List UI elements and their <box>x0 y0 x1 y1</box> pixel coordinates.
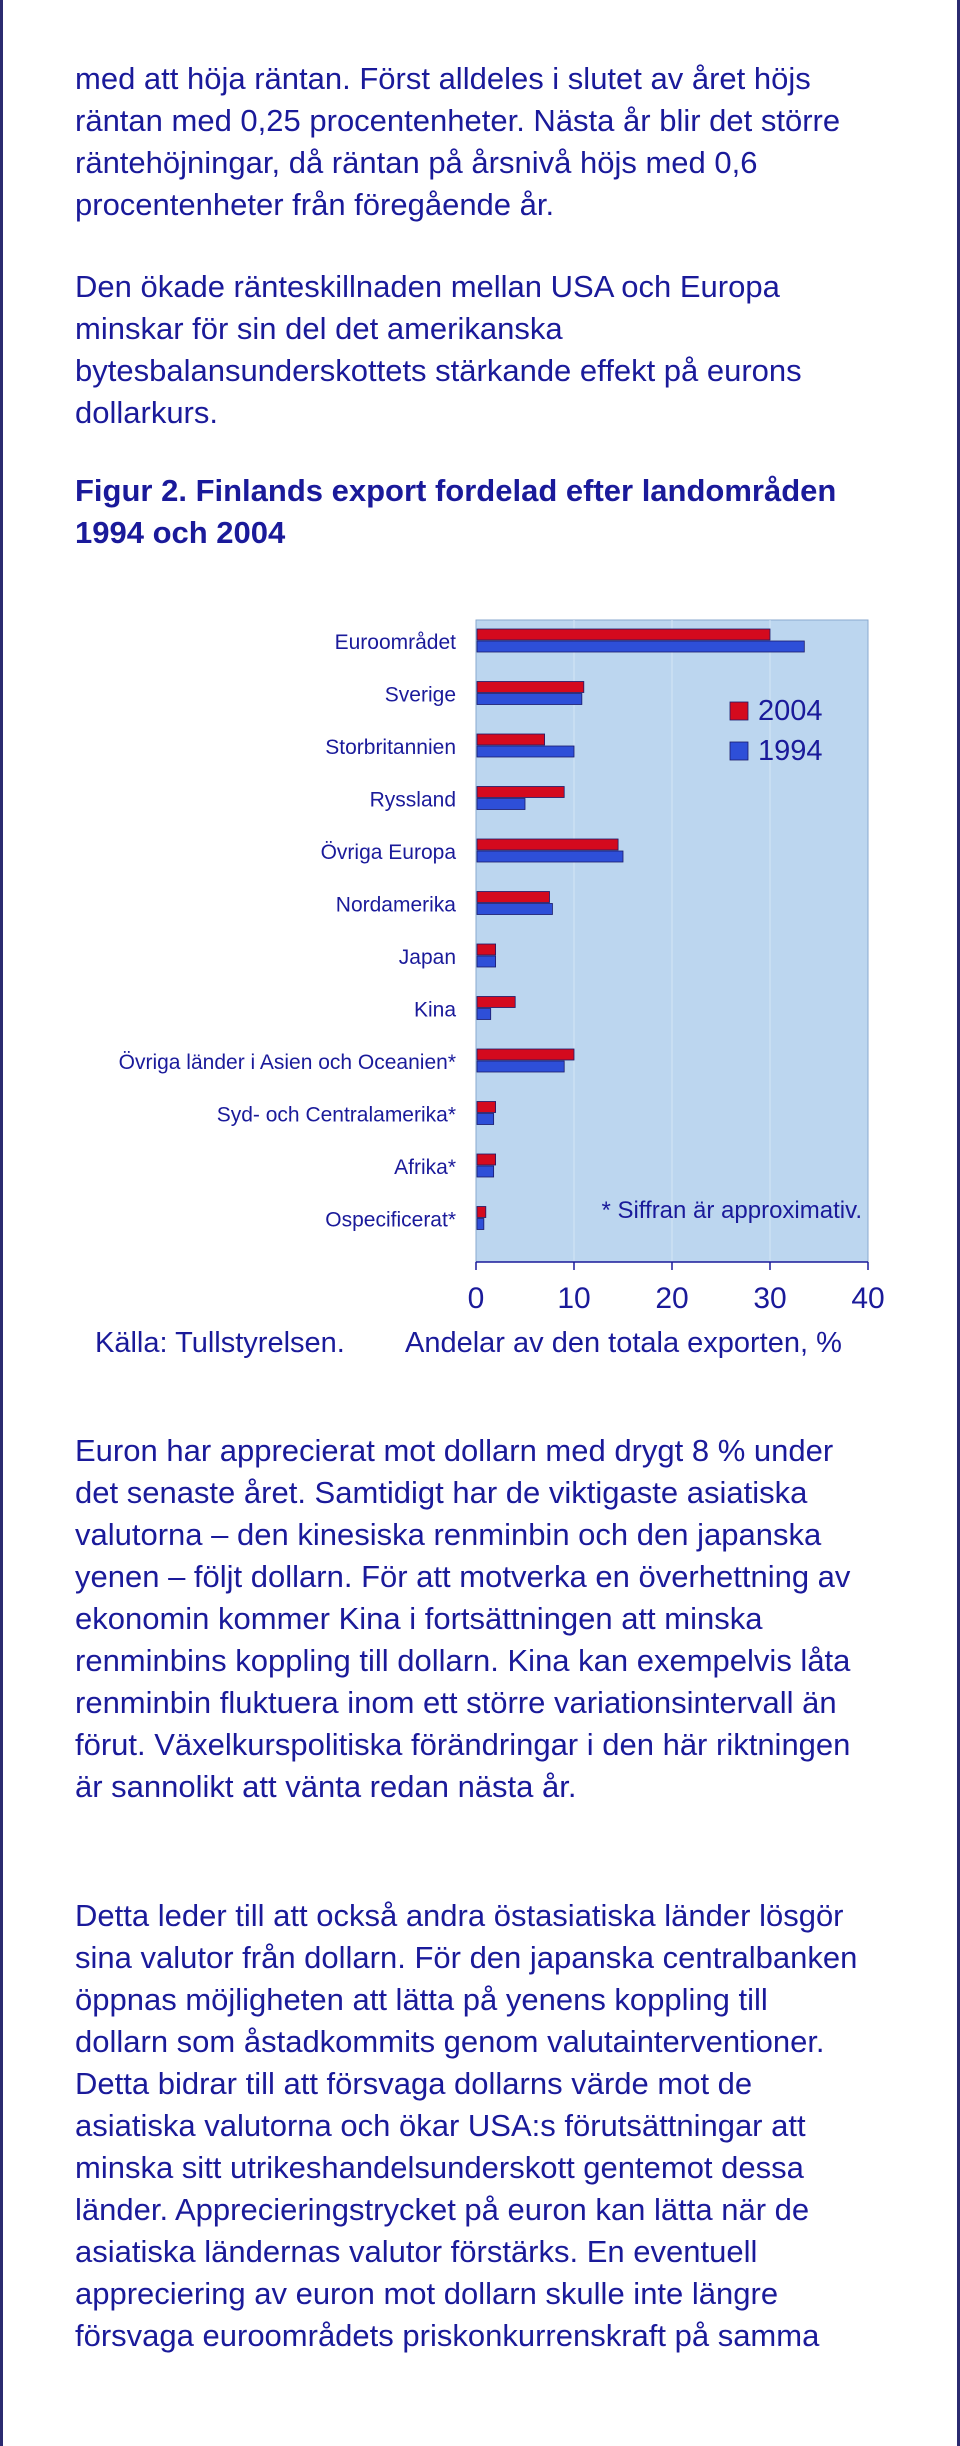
legend-label-1994: 1994 <box>758 735 823 767</box>
bar-1994 <box>476 955 497 968</box>
bar-1994 <box>476 903 553 915</box>
chart-legend: 2004 1994 <box>729 695 823 767</box>
approximation-note: * Siffran är approximativ. <box>601 1197 862 1224</box>
bar-2004 <box>476 681 585 693</box>
bar-series <box>476 628 805 1230</box>
bar-1994 <box>476 1218 485 1230</box>
category-labels: Euroområdet Sverige Storbritannien Ryssland… <box>119 631 457 1232</box>
bar-2004 <box>476 891 550 903</box>
bar-2004 <box>476 628 771 641</box>
bar-2004 <box>476 1048 575 1061</box>
x-tick-label: 10 <box>557 1282 590 1315</box>
category-label: Kina <box>414 999 456 1022</box>
x-axis-ticks: 0 10 20 30 40 <box>468 1261 885 1315</box>
bar-2004 <box>476 943 497 956</box>
category-label: Afrika* <box>394 1156 456 1179</box>
bar-1994 <box>476 1165 495 1178</box>
x-axis-label: Andelar av den totala exporten, % <box>405 1327 842 1359</box>
category-label: Syd- och Centralamerika* <box>217 1104 456 1127</box>
bar-2004 <box>476 1101 497 1113</box>
figure-title: Figur 2. Finlands export fordelad efter … <box>75 473 837 550</box>
article-body: med att höja räntan. Först alldeles i sl… <box>75 58 945 554</box>
category-label: Japan <box>399 946 456 969</box>
bar-2004 <box>476 733 545 746</box>
bar-1994 <box>476 693 583 705</box>
bar-1994 <box>476 798 526 810</box>
bar-1994 <box>476 850 624 863</box>
export-bar-chart: Euroområdet Sverige Storbritannien Ryssland… <box>95 619 885 1359</box>
bar-1994 <box>476 745 575 758</box>
x-tick-label: 30 <box>753 1282 786 1315</box>
category-label: Ryssland <box>370 789 456 812</box>
x-tick-label: 0 <box>468 1282 485 1315</box>
bar-1994 <box>476 1113 495 1125</box>
legend-swatch-1994 <box>729 741 749 761</box>
bar-2004 <box>476 1206 487 1218</box>
bar-1994 <box>476 640 805 653</box>
page-border-right <box>957 0 960 2446</box>
category-label: Övriga länder i Asien och Oceanien* <box>119 1051 456 1074</box>
bar-2004 <box>476 1153 497 1166</box>
category-label: Övriga Europa <box>321 841 457 864</box>
category-label: Sverige <box>385 684 456 707</box>
export-chart: Euroområdet Sverige Storbritannien Ryssland… <box>90 610 910 1370</box>
legend-label-2004: 2004 <box>758 695 823 727</box>
paragraph-interest-rate: med att höja räntan. Först alldeles i sl… <box>75 61 841 222</box>
paragraph-euro-appreciation: Euron har apprecierat mot dollarn med dr… <box>75 1433 851 1804</box>
category-label: Nordamerika <box>336 894 457 917</box>
category-label: Ospecificerat* <box>325 1209 456 1232</box>
bar-2004 <box>476 786 565 798</box>
paragraph-east-asia: Detta leder till att också andra östasia… <box>75 1898 858 2353</box>
x-gridlines <box>573 620 771 1262</box>
legend-swatch-2004 <box>729 701 749 721</box>
category-label: Euroområdet <box>335 631 457 654</box>
bar-1994 <box>476 1060 565 1073</box>
x-tick-label: 20 <box>655 1282 688 1315</box>
bar-1994 <box>476 1008 492 1020</box>
page-border-left <box>0 0 3 2446</box>
paragraph-rate-differential: Den ökade ränteskillnaden mellan USA och… <box>75 269 802 430</box>
x-tick-label: 40 <box>851 1282 884 1315</box>
bar-2004 <box>476 996 516 1008</box>
bar-2004 <box>476 838 619 851</box>
chart-source: Källa: Tullstyrelsen. <box>95 1327 345 1359</box>
category-label: Storbritannien <box>325 736 456 759</box>
